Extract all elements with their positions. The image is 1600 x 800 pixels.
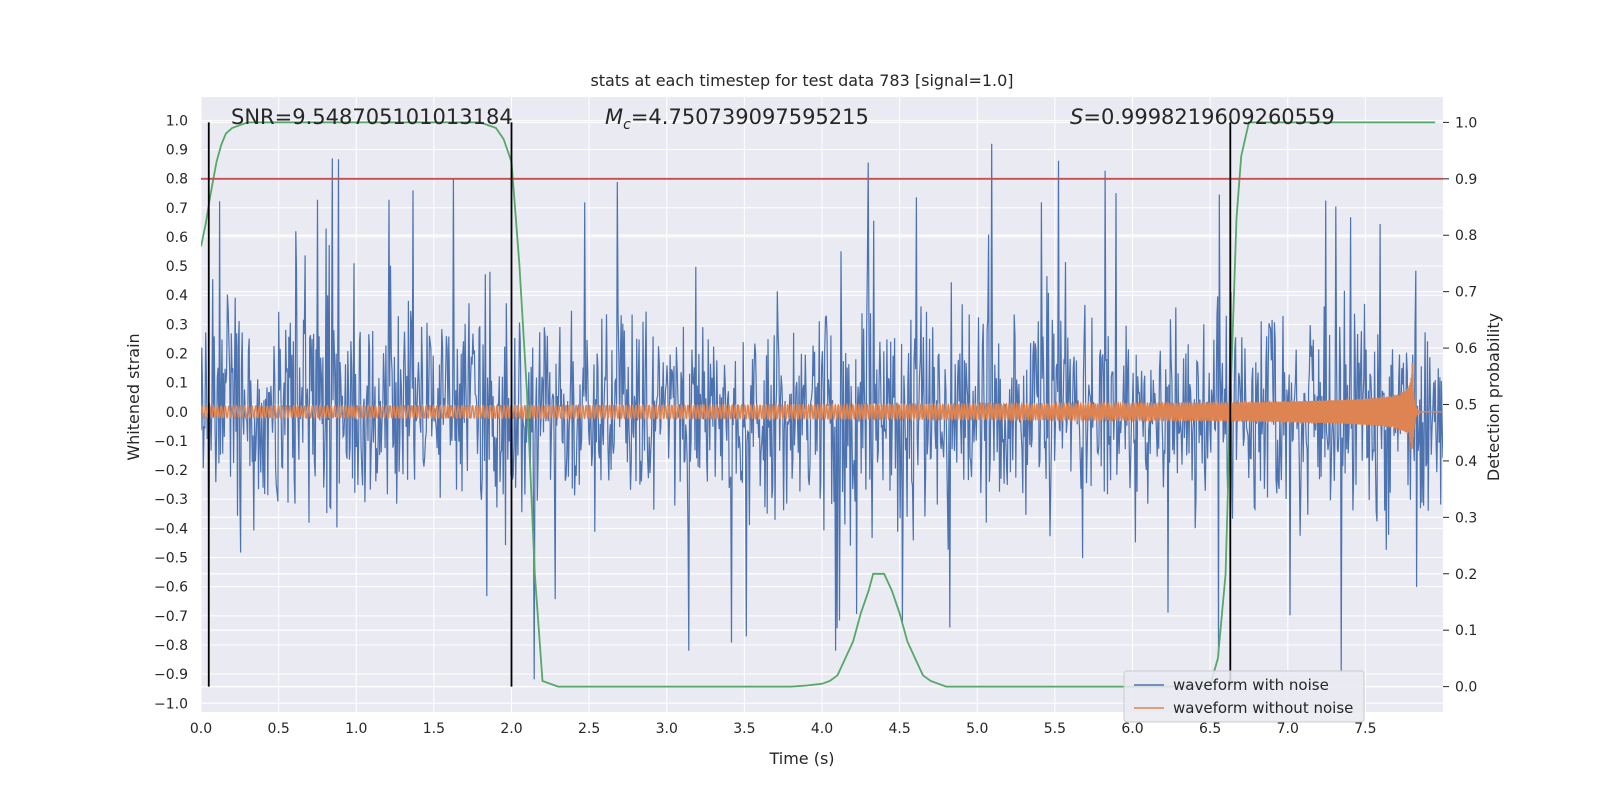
y2-tick-label: 0.7 xyxy=(1455,285,1477,301)
y-tick-label: 1.0 xyxy=(166,113,188,129)
y-tick-label: −0.6 xyxy=(154,580,188,596)
score-symbol: S xyxy=(1070,105,1083,129)
series-waveform-with-noise xyxy=(201,143,1443,680)
y-tick-label: −0.9 xyxy=(154,667,188,683)
legend-box xyxy=(1123,670,1365,723)
y-tick-label: −0.4 xyxy=(154,521,188,537)
y-tick-label: 0.0 xyxy=(166,405,188,421)
y-tick-label: −0.7 xyxy=(154,609,188,625)
y2-tick-label: 0.3 xyxy=(1455,510,1477,526)
x-tick-label: 2.5 xyxy=(578,721,600,737)
y2-axis-ticks: 1.0 0.9 0.8 0.7 0.6 0.5 0.4 0.3 0.2 0.1 0.0 xyxy=(1443,115,1477,696)
x-tick-label: 0.0 xyxy=(190,721,212,737)
x-tick-label: 1.5 xyxy=(423,721,445,737)
y2-tick-label: 0.6 xyxy=(1455,341,1477,357)
y2-tick-label: 0.8 xyxy=(1455,228,1477,244)
x-tick-label: 4.5 xyxy=(888,721,910,737)
y2-tick-label: 0.0 xyxy=(1455,680,1477,696)
chirp-mass-annotation: Mc=4.750739097595215 xyxy=(605,105,869,133)
x-tick-label: 4.0 xyxy=(811,721,833,737)
y-tick-label: 0.4 xyxy=(166,288,188,304)
chirp-mass-value: =4.750739097595215 xyxy=(631,105,869,129)
x-tick-label: 2.0 xyxy=(500,721,522,737)
y2-tick-label: 0.1 xyxy=(1455,623,1477,639)
y2-tick-label: 0.2 xyxy=(1455,567,1477,583)
series-detection-probability xyxy=(201,121,1436,688)
x-tick-label: 5.5 xyxy=(1044,721,1066,737)
vertical-lines-layer xyxy=(207,122,1232,687)
x-tick-label: 6.0 xyxy=(1121,721,1143,737)
y-tick-label: −0.5 xyxy=(154,551,188,567)
y-tick-label: −0.3 xyxy=(154,492,188,508)
x-tick-label: 6.5 xyxy=(1199,721,1221,737)
legend: waveform with noise waveform without noi… xyxy=(1123,670,1365,723)
y2-axis-label: Detection probability xyxy=(1484,313,1503,481)
y-tick-label: −1.0 xyxy=(154,696,188,712)
y-tick-label: 0.9 xyxy=(166,142,188,158)
y-tick-label: 0.6 xyxy=(166,230,188,246)
x-tick-label: 5.0 xyxy=(966,721,988,737)
score-value: =0.9998219609260559 xyxy=(1083,105,1334,129)
x-tick-label: 3.5 xyxy=(733,721,755,737)
legend-label-clean: waveform without noise xyxy=(1173,699,1353,717)
y2-tick-label: 0.5 xyxy=(1455,398,1477,414)
clean-waveform-layer xyxy=(201,363,1443,449)
x-tick-label: 1.0 xyxy=(345,721,367,737)
y-tick-label: 0.3 xyxy=(166,317,188,333)
x-axis-ticks: 0.0 0.5 1.0 1.5 2.0 2.5 3.0 3.5 4.0 4.5 5.0 5.5 6.0 6… xyxy=(190,721,1377,737)
noise-waveform-layer xyxy=(201,143,1443,680)
chart-title: stats at each timestep for test data 783… xyxy=(590,71,1013,90)
y-tick-label: −0.1 xyxy=(154,434,188,450)
chirp-mass-symbol: M xyxy=(605,105,623,129)
snr-annotation: SNR=9.548705101013184 xyxy=(231,105,513,129)
y-tick-label: 0.2 xyxy=(166,346,188,362)
y-tick-label: 0.5 xyxy=(166,259,188,275)
y-tick-label: −0.2 xyxy=(154,463,188,479)
x-tick-label: 0.5 xyxy=(267,721,289,737)
y-tick-label: 0.7 xyxy=(166,201,188,217)
legend-label-noise: waveform with noise xyxy=(1173,676,1329,694)
y-axis-label: Whitened strain xyxy=(124,333,143,460)
series-waveform-without-noise xyxy=(201,363,1443,449)
probability-layer xyxy=(201,121,1436,688)
y-tick-label: 0.8 xyxy=(166,172,188,188)
x-axis-label: Time (s) xyxy=(768,749,834,768)
x-tick-label: 7.5 xyxy=(1354,721,1376,737)
y-axis-ticks: 1.0 0.9 0.8 0.7 0.6 0.5 0.4 0.3 0.2 0.1 0.0 −0.1 −0.… xyxy=(154,113,188,712)
chirp-mass-subscript: c xyxy=(623,117,631,133)
y2-tick-label: 0.9 xyxy=(1455,172,1477,188)
y-tick-label: −0.8 xyxy=(154,638,188,654)
x-tick-label: 3.0 xyxy=(656,721,678,737)
y2-tick-label: 1.0 xyxy=(1455,115,1477,131)
score-annotation: S=0.9998219609260559 xyxy=(1070,105,1335,129)
y2-tick-label: 0.4 xyxy=(1455,454,1477,470)
y-tick-label: 0.1 xyxy=(166,376,188,392)
x-tick-label: 7.0 xyxy=(1277,721,1299,737)
